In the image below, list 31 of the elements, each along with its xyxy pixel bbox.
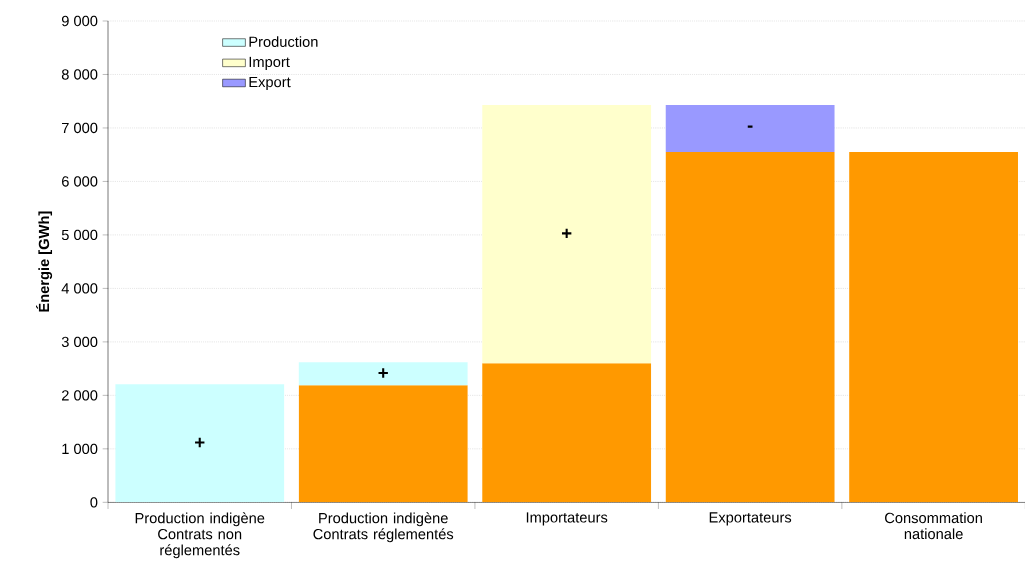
bar <box>298 385 468 503</box>
bar <box>849 152 1018 503</box>
x-tick-label: Importateurs <box>526 512 608 526</box>
x-tick-label: Exportateurs <box>709 512 792 526</box>
x-tick-label: Production indigène Contrats non réglementés <box>135 512 265 559</box>
x-tick-label: Consommation nationale <box>885 512 982 540</box>
x-tick-label: Production indigène Contrats réglementés <box>313 512 454 543</box>
bar <box>665 152 835 503</box>
y-tick-label: 5 000 <box>61 229 98 241</box>
annotation: - <box>747 125 753 128</box>
bar <box>298 362 468 386</box>
bar <box>665 104 835 153</box>
bar <box>482 363 652 503</box>
bar <box>482 104 652 364</box>
y-tick-label: 3 000 <box>61 336 98 348</box>
legend-label: Export <box>249 76 291 91</box>
y-tick-label: 4 000 <box>61 283 98 294</box>
y-tick-label: 7 000 <box>62 122 98 134</box>
y-axis-title: Énergie [GWh] <box>36 211 53 312</box>
annotation: + <box>378 368 388 378</box>
annotation: + <box>561 228 572 239</box>
bar <box>115 384 285 503</box>
y-tick-label: 1 000 <box>62 443 98 455</box>
y-tick-label: 2 000 <box>61 390 98 401</box>
y-tick-label: 8 000 <box>61 69 98 80</box>
y-tick-label: 9 000 <box>61 15 98 27</box>
legend-label: Production <box>249 36 318 47</box>
legend-label: Import <box>249 56 290 70</box>
annotation: + <box>195 437 205 448</box>
y-tick-label: 6 000 <box>62 176 98 187</box>
y-tick-label: 0 <box>90 497 98 508</box>
